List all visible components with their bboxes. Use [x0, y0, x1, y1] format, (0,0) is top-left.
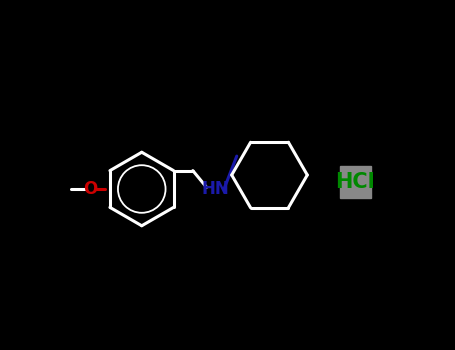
Text: O: O [83, 180, 97, 198]
Text: HN: HN [202, 180, 229, 198]
Text: HCl: HCl [335, 172, 375, 192]
FancyBboxPatch shape [340, 167, 371, 197]
